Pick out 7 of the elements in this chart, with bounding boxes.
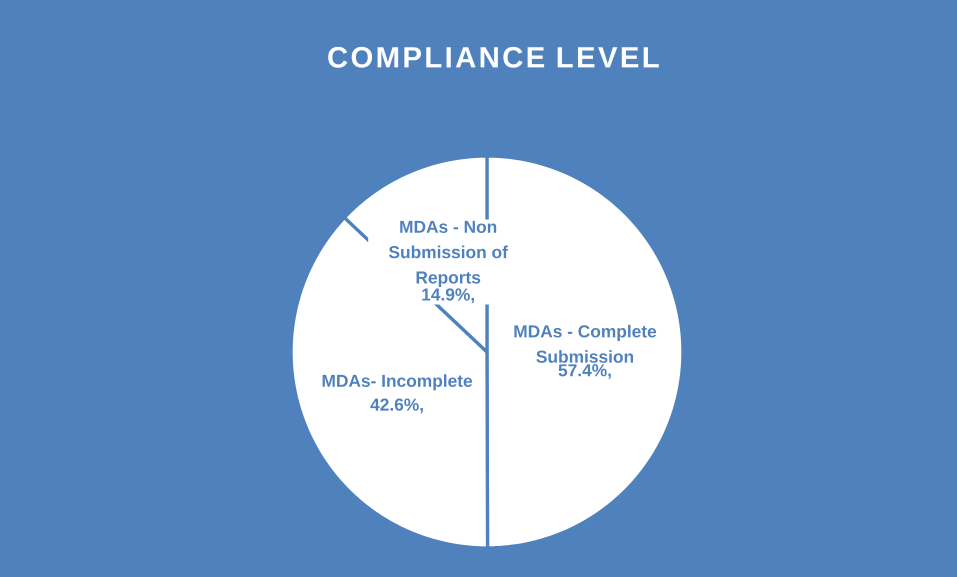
slice-label: MDAs- Incomplete	[322, 374, 472, 390]
data-label: 57.4%,	[558, 364, 611, 379]
data-label: 42.6%,	[370, 398, 423, 414]
chart-title: COMPLIANCE LEVEL	[328, 46, 659, 68]
slice-label: MDAs - Complete Submission	[514, 324, 656, 363]
slice-label: MDAs - Non Submission of Reports	[388, 220, 508, 288]
data-label: 14.9%,	[422, 288, 474, 304]
